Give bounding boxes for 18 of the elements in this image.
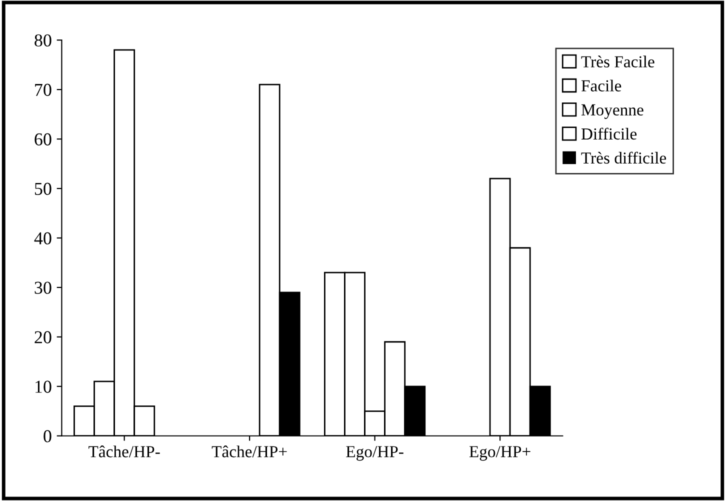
y-tick-label: 0 — [44, 430, 52, 442]
legend-label: Très difficile — [581, 152, 666, 164]
x-tick-label: Tâche/HP+ — [212, 446, 287, 458]
y-tick-label: 80 — [34, 34, 52, 47]
legend-label: Facile — [581, 80, 622, 92]
x-tick-label: Ego/HP- — [346, 446, 404, 461]
y-tick-label: 20 — [34, 331, 52, 344]
y-tick-label: 40 — [34, 232, 52, 244]
y-tick-label: 70 — [35, 84, 52, 96]
y-tick-label: 60 — [34, 133, 52, 146]
x-tick-label: Tâche/HP- — [88, 446, 160, 458]
legend-label: Moyenne — [581, 104, 644, 119]
y-tick-label: 50 — [34, 182, 52, 195]
legend-label: Très Facile — [581, 56, 654, 68]
y-tick-label: 10 — [36, 380, 52, 393]
y-tick-label: 30 — [34, 282, 52, 294]
x-tick-label: Ego/HP+ — [469, 446, 530, 461]
legend-label: Difficile — [581, 128, 637, 140]
